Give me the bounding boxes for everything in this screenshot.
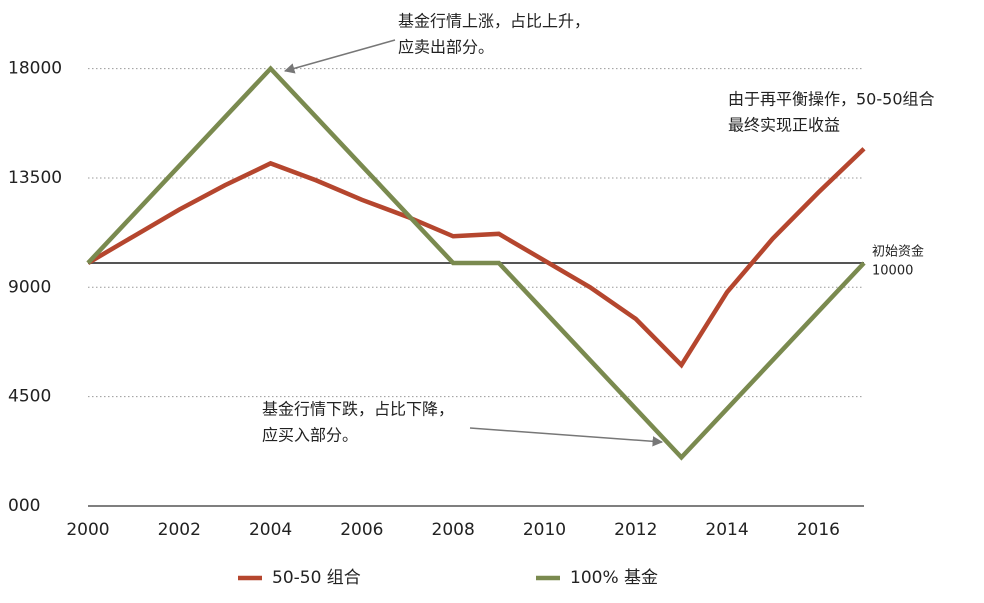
- reference-value: 10000: [872, 264, 913, 279]
- series-line: [86, 147, 866, 369]
- annotation-text: 由于再平衡操作，50-50组合: [728, 90, 935, 109]
- x-tick-label: 2008: [432, 520, 475, 540]
- y-tick-label: 000: [8, 496, 40, 516]
- y-tick-label: 4500: [8, 387, 51, 407]
- x-tick-label: 2016: [797, 520, 840, 540]
- x-tick-label: 2006: [340, 520, 383, 540]
- series-line: [86, 65, 866, 461]
- legend-label: 50-50 组合: [272, 568, 361, 588]
- x-tick-label: 2010: [523, 520, 566, 540]
- annotation-text: 基金行情上涨，占比上升，: [398, 12, 590, 31]
- annotation-text: 应卖出部分。: [398, 38, 494, 57]
- x-tick-label: 2000: [66, 520, 109, 540]
- annotation-text: 基金行情下跌，占比下降，: [262, 400, 454, 419]
- annotation-arrow: [469, 427, 664, 447]
- legend-label: 100% 基金: [570, 568, 658, 588]
- y-tick-label: 18000: [8, 59, 62, 79]
- y-tick-label: 13500: [8, 168, 62, 188]
- y-tick-label: 9000: [8, 277, 51, 297]
- annotation-text: 应买入部分。: [262, 426, 358, 445]
- annotation-arrow: [283, 39, 396, 74]
- x-tick-label: 2002: [158, 520, 201, 540]
- x-tick-label: 2012: [614, 520, 657, 540]
- x-tick-label: 2004: [249, 520, 292, 540]
- x-tick-label: 2014: [705, 520, 748, 540]
- reference-label: 初始资金: [872, 244, 924, 260]
- annotation-text: 最终实现正收益: [728, 116, 840, 135]
